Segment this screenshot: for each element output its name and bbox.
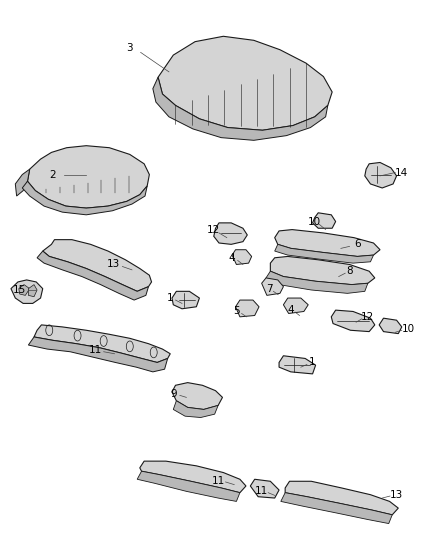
Text: 12: 12: [360, 312, 374, 322]
Polygon shape: [15, 169, 30, 196]
Polygon shape: [285, 481, 398, 515]
Polygon shape: [37, 251, 148, 300]
Polygon shape: [275, 244, 374, 263]
Polygon shape: [214, 223, 247, 244]
Text: 9: 9: [170, 389, 177, 399]
Text: 7: 7: [266, 284, 272, 294]
Polygon shape: [153, 77, 328, 140]
Text: 1: 1: [167, 293, 173, 303]
Polygon shape: [270, 256, 375, 285]
Polygon shape: [275, 230, 380, 256]
Polygon shape: [34, 325, 170, 362]
Polygon shape: [232, 250, 252, 264]
Polygon shape: [28, 337, 168, 372]
Text: 4: 4: [229, 253, 235, 263]
Text: 6: 6: [354, 239, 361, 249]
Text: 8: 8: [346, 266, 353, 276]
Polygon shape: [11, 280, 43, 303]
Polygon shape: [19, 285, 30, 295]
Text: 1: 1: [309, 358, 316, 367]
Polygon shape: [251, 479, 279, 498]
Polygon shape: [283, 298, 308, 313]
Polygon shape: [172, 292, 199, 309]
Polygon shape: [173, 401, 218, 417]
Polygon shape: [379, 318, 402, 334]
Polygon shape: [172, 383, 223, 409]
Polygon shape: [28, 285, 37, 297]
Polygon shape: [43, 240, 152, 292]
Text: 11: 11: [88, 345, 102, 356]
Polygon shape: [158, 36, 332, 130]
Polygon shape: [22, 181, 147, 215]
Text: 13: 13: [390, 490, 403, 500]
Polygon shape: [261, 278, 283, 295]
Text: 4: 4: [287, 305, 294, 315]
Polygon shape: [281, 492, 392, 523]
Text: 3: 3: [127, 43, 133, 53]
Text: 11: 11: [212, 475, 225, 486]
Polygon shape: [137, 471, 240, 502]
Text: 10: 10: [402, 324, 415, 334]
Text: 12: 12: [207, 224, 220, 235]
Text: 13: 13: [107, 260, 120, 270]
Text: 15: 15: [13, 285, 26, 295]
Polygon shape: [266, 271, 368, 293]
Polygon shape: [365, 163, 396, 188]
Polygon shape: [279, 356, 316, 374]
Text: 2: 2: [49, 169, 56, 180]
Text: 14: 14: [395, 167, 408, 177]
Polygon shape: [236, 300, 259, 317]
Text: 5: 5: [233, 306, 240, 317]
Polygon shape: [140, 461, 246, 492]
Text: 11: 11: [255, 486, 268, 496]
Text: 10: 10: [307, 216, 321, 227]
Polygon shape: [28, 146, 149, 208]
Polygon shape: [313, 213, 336, 228]
Polygon shape: [331, 310, 375, 332]
